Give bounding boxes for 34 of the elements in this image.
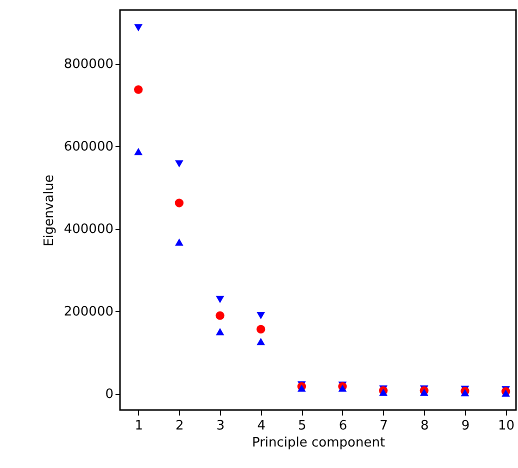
point xyxy=(460,389,470,396)
point xyxy=(175,160,184,168)
x-tick-label: 5 xyxy=(298,418,306,434)
point xyxy=(175,238,184,246)
y-tick-label: 0 xyxy=(105,387,114,402)
point xyxy=(256,324,266,334)
x-tick-label: 9 xyxy=(461,418,470,434)
x-tick-label: 10 xyxy=(498,418,515,434)
x-tick-label: 7 xyxy=(380,418,388,434)
point xyxy=(216,311,224,320)
x-axis-title: Principle component xyxy=(252,436,386,450)
x-tick-label: 6 xyxy=(338,418,348,434)
point xyxy=(338,384,347,392)
x-tick-label: 3 xyxy=(216,418,225,434)
point xyxy=(256,312,266,320)
x-tick-label: 2 xyxy=(176,418,184,434)
y-tick-label: 200000 xyxy=(64,304,114,320)
y-tick-label: 800000 xyxy=(64,57,114,72)
point xyxy=(256,338,266,346)
point xyxy=(216,328,224,336)
point xyxy=(174,198,184,208)
point xyxy=(297,384,306,392)
point xyxy=(134,24,143,32)
y-tick-label: 600000 xyxy=(64,140,114,155)
x-tick-label: 4 xyxy=(257,418,266,434)
point xyxy=(420,388,428,396)
point xyxy=(134,85,143,94)
x-tick-label: 1 xyxy=(134,418,144,434)
y-tick-label: 400000 xyxy=(64,222,114,238)
point xyxy=(379,388,388,396)
point xyxy=(216,296,224,304)
x-tick-label: 8 xyxy=(420,418,429,434)
point xyxy=(134,148,143,156)
y-axis-title: Eigenvalue xyxy=(42,174,57,246)
